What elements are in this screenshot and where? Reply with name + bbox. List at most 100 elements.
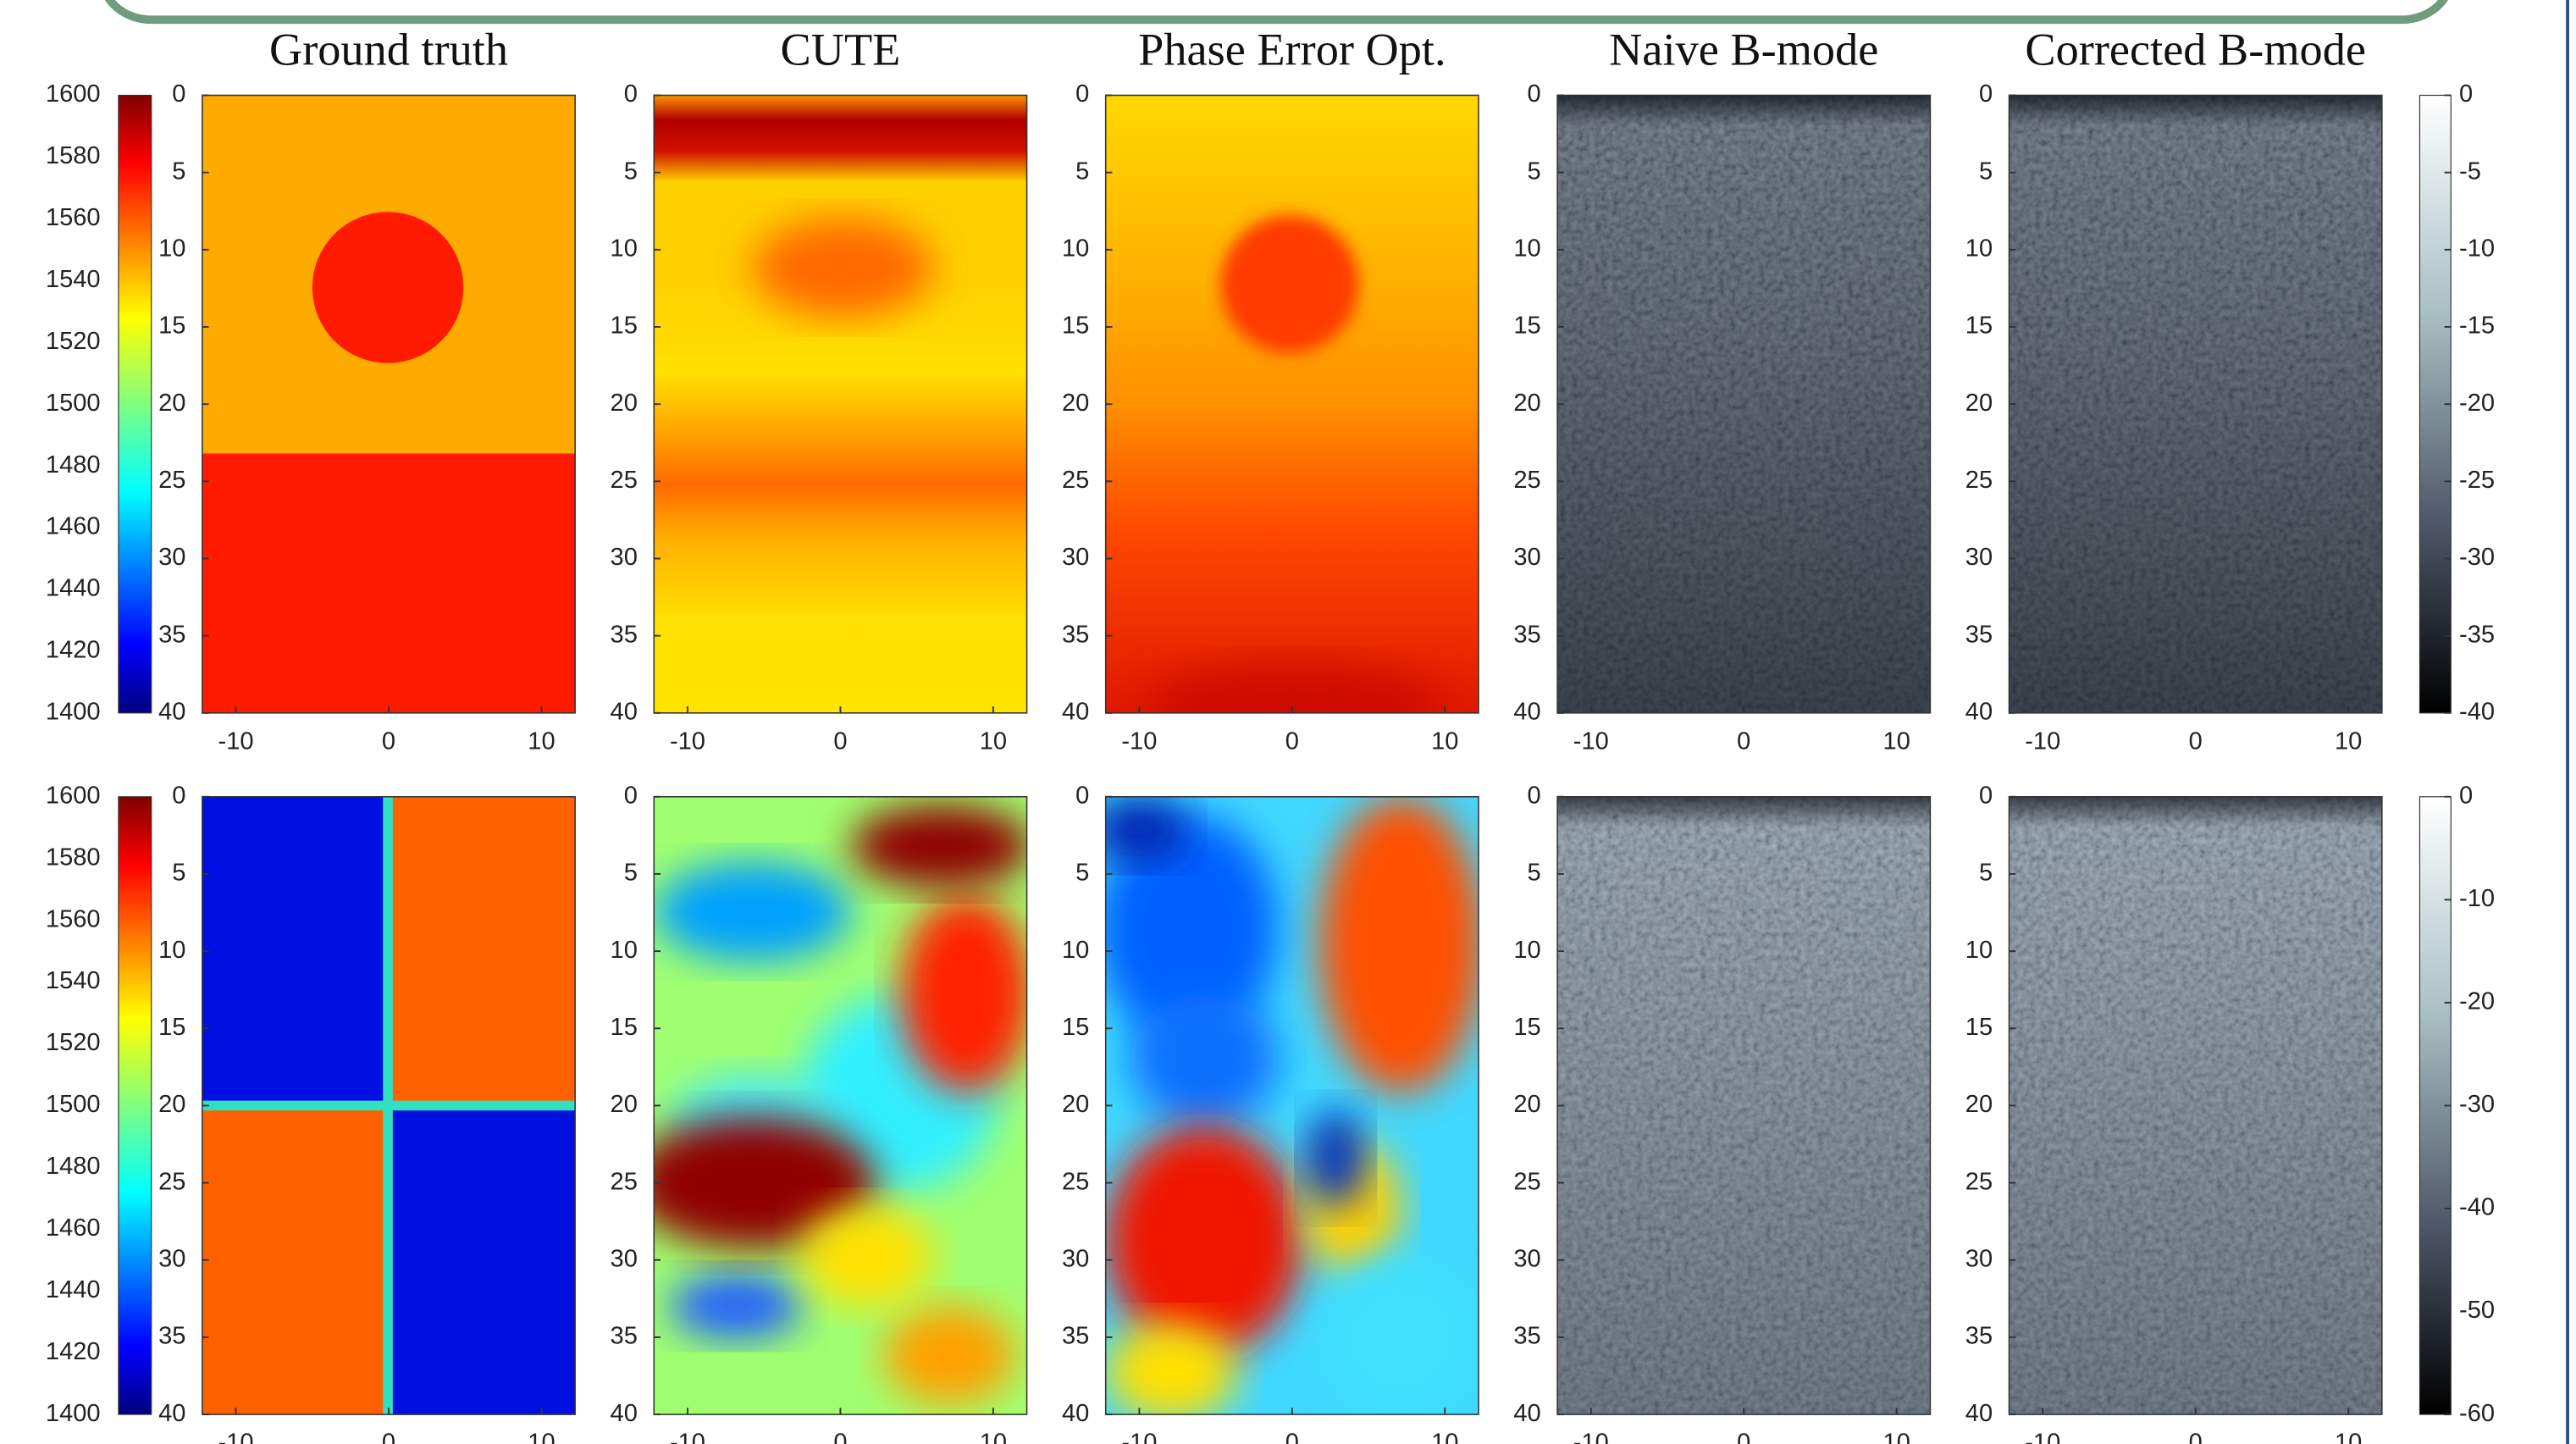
depth-tick-label: 25 — [1513, 1168, 1540, 1195]
colorbar-tick-label: 1460 — [46, 513, 101, 540]
panel-image — [1105, 796, 1479, 1415]
depth-tick-label: 5 — [172, 860, 185, 887]
colorbar-tick-label: 1600 — [46, 782, 101, 809]
depth-tick-label: 5 — [172, 158, 185, 185]
depth-tick-label: 25 — [1513, 467, 1540, 494]
colorbar-tick-label: 1440 — [46, 575, 101, 602]
blob — [900, 895, 1027, 1093]
colorbar-tick-label: -40 — [2459, 699, 2495, 726]
colorbar-tick-label: 1560 — [46, 905, 101, 932]
depth-tick-label: 5 — [1528, 860, 1541, 887]
depth-tick-label: 5 — [1979, 860, 1993, 887]
depth-tick-label: 40 — [158, 1400, 185, 1427]
depth-tick-label: 0 — [1528, 782, 1541, 809]
panel-image — [654, 95, 1027, 713]
depth-tick-label: 35 — [611, 621, 638, 648]
depth-tick-label: 25 — [1965, 1168, 1993, 1195]
lateral-tick-label: 10 — [1883, 1430, 1910, 1444]
colorbar-tick-label: 1520 — [46, 328, 101, 355]
depth-tick-label: 40 — [158, 699, 185, 726]
lateral-tick-label: 0 — [2189, 1430, 2203, 1444]
depth-tick-label: 10 — [1062, 235, 1089, 263]
blob — [883, 1306, 1016, 1405]
lateral-tick-label: -10 — [1573, 1430, 1609, 1444]
blob — [1105, 813, 1279, 1043]
panel-image — [2009, 796, 2382, 1415]
depth-tick-label: 10 — [1513, 235, 1540, 263]
colorbar-tick-label: -5 — [2459, 158, 2481, 185]
depth-tick-label: 0 — [1979, 80, 1993, 108]
depth-tick-label: 0 — [172, 782, 185, 809]
depth-tick-label: 40 — [611, 1400, 638, 1427]
colorbar-tick-label: 1400 — [46, 1400, 101, 1427]
depth-tick-label: 25 — [1965, 467, 1993, 494]
depth-tick-label: 10 — [1513, 937, 1540, 964]
depth-tick-label: 5 — [624, 158, 638, 185]
depth-tick-label: 30 — [1965, 544, 1993, 571]
depth-tick-label: 0 — [1979, 782, 1993, 809]
colorbar — [118, 796, 152, 1415]
blob — [1318, 796, 1479, 1093]
shade — [2009, 95, 2382, 713]
depth-tick-label: 35 — [1513, 1323, 1540, 1350]
region — [388, 796, 576, 1106]
depth-tick-label: 10 — [1062, 937, 1089, 964]
depth-tick-label: 30 — [1062, 544, 1089, 571]
colorbar-tick-label: 1560 — [46, 204, 101, 231]
depth-tick-label: 0 — [1528, 80, 1541, 108]
depth-tick-label: 20 — [1062, 390, 1089, 417]
blob — [801, 1207, 934, 1307]
depth-tick-label: 35 — [1062, 621, 1089, 648]
depth-tick-label: 15 — [611, 313, 638, 340]
colorbar-tick-label: 1500 — [46, 390, 101, 417]
shade — [1557, 796, 1931, 1415]
depth-tick-label: 25 — [611, 467, 638, 494]
panel-image — [202, 796, 576, 1415]
colorbar-tick-label: -40 — [2459, 1194, 2495, 1221]
lateral-tick-label: -10 — [1573, 728, 1609, 755]
lateral-tick-label: -10 — [670, 728, 705, 755]
blob — [1306, 1109, 1366, 1208]
blob — [654, 1117, 876, 1249]
colorbar-tick-label: 1460 — [46, 1214, 101, 1242]
blob — [752, 218, 934, 318]
lateral-tick-label: 0 — [382, 728, 395, 755]
depth-tick-label: 10 — [158, 937, 185, 964]
depth-tick-label: 35 — [158, 1323, 185, 1350]
colorbar-tick-label: -10 — [2459, 885, 2495, 912]
colorbar-tick-label: 1480 — [46, 451, 101, 479]
blob — [1105, 1322, 1237, 1415]
depth-tick-label: 15 — [611, 1014, 638, 1041]
colorbar-tick-label: 1420 — [46, 1338, 101, 1365]
depth-tick-label: 40 — [1965, 699, 1993, 726]
depth-tick-label: 0 — [1075, 782, 1089, 809]
column-title: Ground truth — [269, 24, 508, 75]
blob — [1220, 215, 1359, 354]
blob — [1318, 1256, 1479, 1415]
colorbar-tick-label: 1400 — [46, 699, 101, 726]
lateral-tick-label: 0 — [1285, 728, 1299, 755]
colorbar-tick-label: -20 — [2459, 390, 2495, 417]
lateral-tick-label: -10 — [2025, 728, 2060, 755]
depth-tick-label: 40 — [611, 699, 638, 726]
lateral-tick-label: 10 — [1431, 728, 1458, 755]
depth-tick-label: 40 — [1062, 699, 1089, 726]
lateral-tick-label: 10 — [528, 728, 555, 755]
depth-tick-label: 30 — [1513, 1245, 1540, 1272]
blob — [670, 1273, 802, 1339]
lateral-tick-label: 10 — [1883, 728, 1910, 755]
blob — [1130, 993, 1279, 1126]
depth-tick-label: 30 — [1062, 1245, 1089, 1272]
region — [202, 453, 576, 713]
depth-tick-label: 5 — [1979, 158, 1993, 185]
depth-tick-label: 25 — [611, 1168, 638, 1195]
depth-tick-label: 20 — [1513, 1091, 1540, 1118]
panel-image — [2009, 95, 2382, 713]
depth-tick-label: 5 — [1075, 158, 1089, 185]
depth-tick-label: 40 — [1965, 1400, 1993, 1427]
depth-tick-label: 15 — [1062, 313, 1089, 340]
depth-tick-label: 0 — [624, 782, 638, 809]
depth-tick-label: 35 — [1965, 621, 1993, 648]
colorbar-tick-label: -15 — [2459, 313, 2495, 340]
